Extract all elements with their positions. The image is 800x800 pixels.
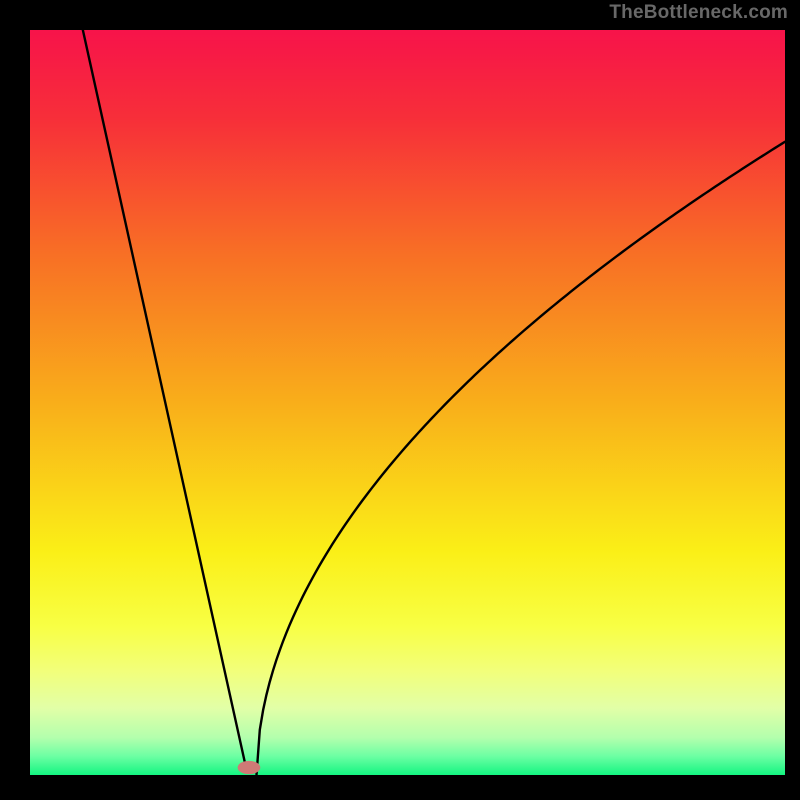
chart-root: TheBottleneck.com [0, 0, 800, 800]
plot-background [30, 30, 785, 775]
bottleneck-chart [0, 0, 800, 800]
watermark-text: TheBottleneck.com [609, 2, 788, 24]
min-marker [238, 761, 261, 774]
